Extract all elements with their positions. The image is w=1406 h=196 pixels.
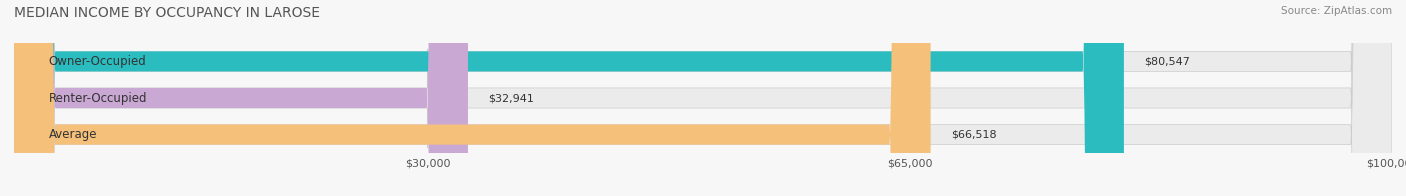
FancyBboxPatch shape <box>14 0 1123 196</box>
Text: MEDIAN INCOME BY OCCUPANCY IN LAROSE: MEDIAN INCOME BY OCCUPANCY IN LAROSE <box>14 6 321 20</box>
Text: $80,547: $80,547 <box>1144 56 1191 66</box>
Text: $66,518: $66,518 <box>952 130 997 140</box>
Text: Source: ZipAtlas.com: Source: ZipAtlas.com <box>1281 6 1392 16</box>
FancyBboxPatch shape <box>14 0 468 196</box>
FancyBboxPatch shape <box>14 0 1392 196</box>
Text: Average: Average <box>48 128 97 141</box>
Text: $32,941: $32,941 <box>489 93 534 103</box>
FancyBboxPatch shape <box>14 0 1392 196</box>
FancyBboxPatch shape <box>14 0 931 196</box>
FancyBboxPatch shape <box>14 0 1392 196</box>
Text: Owner-Occupied: Owner-Occupied <box>48 55 146 68</box>
Text: Renter-Occupied: Renter-Occupied <box>48 92 148 104</box>
